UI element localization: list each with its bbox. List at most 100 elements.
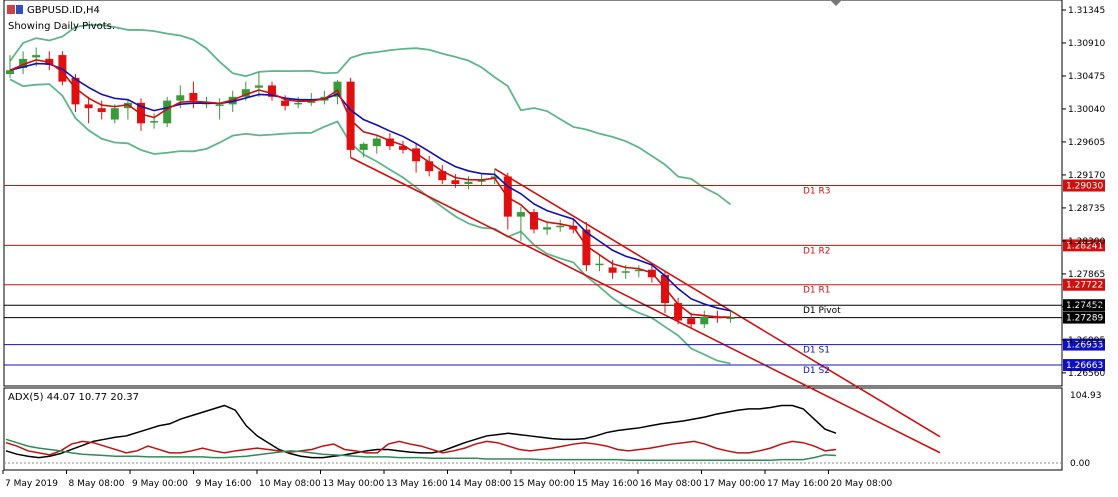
price-chart-frame: [3, 0, 1063, 387]
candle-body: [687, 318, 696, 325]
candle-body: [110, 108, 119, 120]
candle-body: [674, 303, 683, 321]
price-tick-label: 1.30040: [1068, 105, 1105, 115]
candle[interactable]: [516, 206, 525, 241]
candle-body: [700, 316, 709, 325]
daily-pivots: 1.29030 D1 R3 1.28241 D1 R2 1.27722 D1 R1 1.27…: [4, 179, 1105, 376]
candle[interactable]: [530, 209, 538, 234]
price-tick-label: 1.26560: [1068, 369, 1105, 379]
price-tick-label: 1.27865: [1068, 270, 1105, 280]
candle-body: [32, 55, 41, 58]
candle[interactable]: [687, 312, 696, 329]
candle-body: [477, 180, 486, 182]
candle[interactable]: [163, 96, 172, 128]
price-tick-label: 1.29170: [1068, 171, 1105, 181]
candle-body: [71, 77, 80, 105]
candle-body: [425, 161, 434, 172]
candle[interactable]: [385, 133, 394, 150]
candle-body: [268, 85, 276, 97]
candle[interactable]: [254, 72, 263, 97]
candle[interactable]: [464, 176, 473, 190]
pivot-price-tag: [1063, 359, 1105, 372]
symbol-title: GBPUSD.ID,H4: [27, 5, 100, 16]
bollinger-bands: [9, 24, 732, 365]
time-tick-label: 9 May 00:00: [132, 479, 188, 489]
candle[interactable]: [6, 55, 14, 78]
candle-body: [385, 138, 394, 147]
candle[interactable]: [412, 143, 421, 173]
candle[interactable]: [700, 310, 709, 329]
candle[interactable]: [97, 100, 106, 120]
candle[interactable]: [425, 155, 434, 177]
time-tick-label: 15 May 16:00: [577, 479, 639, 489]
candle-body: [582, 229, 591, 266]
candle[interactable]: [333, 80, 342, 105]
adx-title: ADX(5) 44.07 10.77 20.37: [8, 392, 139, 403]
candle[interactable]: [215, 98, 224, 120]
candle[interactable]: [451, 174, 460, 188]
candle[interactable]: [438, 165, 447, 185]
candle-body: [307, 100, 316, 103]
pivot-level-label: D1 S2: [803, 366, 830, 376]
adx-axis-max: 104.93: [1070, 391, 1102, 401]
candle-body: [97, 108, 106, 112]
channel-upper: [494, 168, 941, 438]
candle-body: [84, 104, 93, 109]
candle[interactable]: [595, 254, 604, 272]
candle[interactable]: [268, 81, 276, 101]
pivot-level-label: D1 R1: [803, 286, 831, 296]
candle-body: [451, 180, 460, 185]
candle-body: [556, 225, 565, 228]
candle-body: [241, 89, 250, 97]
time-tick-label: 14 May 08:00: [450, 479, 512, 489]
pivot-price-label: 1.27289: [1066, 314, 1103, 324]
candle-body: [412, 148, 421, 162]
candle-body: [595, 263, 604, 266]
candle-body: [176, 95, 185, 101]
bollinger-lower: [9, 78, 731, 365]
time-tick-label: 13 May 00:00: [323, 479, 385, 489]
time-tick-label: 17 May 16:00: [767, 479, 829, 489]
ma-slow-line: [9, 62, 731, 312]
time-tick-label: 13 May 16:00: [386, 479, 448, 489]
pivot-price-label: 1.29030: [1066, 182, 1103, 192]
candle-body: [294, 102, 303, 105]
candle[interactable]: [399, 140, 407, 154]
pivot-price-tag: [1063, 311, 1105, 324]
candle-body: [726, 317, 735, 320]
candle[interactable]: [556, 219, 565, 232]
time-tick-label: 16 May 08:00: [640, 479, 702, 489]
time-tick-label: 9 May 16:00: [196, 479, 252, 489]
scroll-marker-icon[interactable]: [830, 0, 842, 6]
candle-body: [634, 269, 643, 272]
price-tick-label: 1.29605: [1068, 138, 1105, 148]
candle-body: [608, 267, 617, 273]
pivot-price-label: 1.27722: [1066, 281, 1103, 291]
candle[interactable]: [150, 113, 159, 129]
candle-body: [399, 146, 407, 150]
candle[interactable]: [19, 51, 28, 75]
candle-body: [438, 171, 447, 181]
candle[interactable]: [71, 74, 80, 112]
candle-body: [346, 81, 355, 150]
candle[interactable]: [543, 221, 552, 235]
symbol-icon: [7, 5, 23, 14]
candle-body: [215, 104, 224, 106]
candle[interactable]: [346, 77, 355, 158]
candle[interactable]: [674, 297, 683, 325]
adx-minus-di-line: [5, 440, 837, 456]
price-tick-label: 1.26995: [1068, 336, 1105, 346]
candle[interactable]: [359, 142, 368, 158]
adx-main-line: [5, 404, 837, 459]
adx-chart-frame: [3, 387, 1063, 471]
time-tick-label: 7 May 2019: [5, 479, 58, 489]
candle[interactable]: [294, 96, 303, 109]
candle[interactable]: [634, 265, 643, 278]
candle[interactable]: [372, 136, 381, 154]
price-tick-label: 1.27430: [1068, 303, 1105, 313]
candle[interactable]: [110, 104, 119, 124]
candle[interactable]: [84, 96, 93, 124]
time-tick-label: 20 May 08:00: [831, 479, 893, 489]
candle-body: [6, 70, 14, 75]
